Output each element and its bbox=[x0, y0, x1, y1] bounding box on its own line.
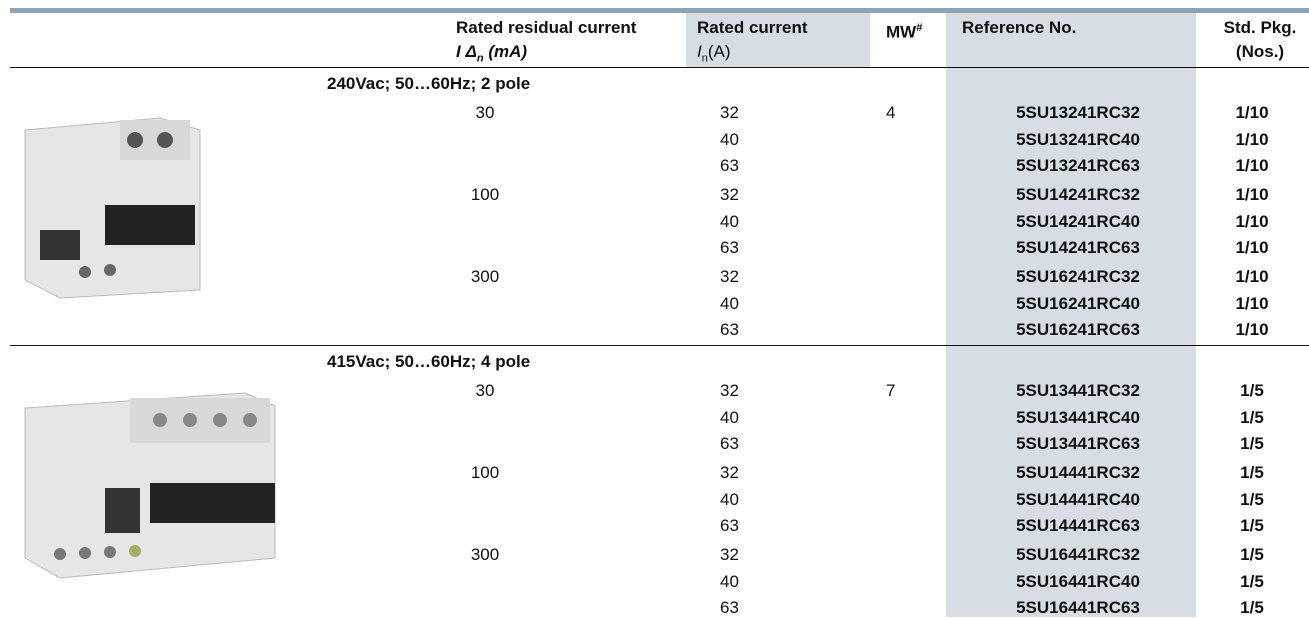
current-value: 63 bbox=[720, 320, 739, 340]
reference-no: 5SU13441RC32 bbox=[1016, 381, 1140, 401]
pkg-value: 1/10 bbox=[1235, 320, 1268, 340]
reference-no: 5SU13441RC40 bbox=[1016, 408, 1140, 428]
current-value: 40 bbox=[720, 130, 739, 150]
pkg-value: 1/10 bbox=[1235, 294, 1268, 314]
pkg-value: 1/5 bbox=[1240, 516, 1264, 536]
reference-no: 5SU13241RC40 bbox=[1016, 130, 1140, 150]
reference-no: 5SU14441RC63 bbox=[1016, 516, 1140, 536]
current-value: 63 bbox=[720, 598, 739, 618]
current-value: 40 bbox=[720, 490, 739, 510]
pkg-value: 1/5 bbox=[1240, 598, 1264, 618]
header-residual-unit: I Δn (mA) bbox=[456, 42, 527, 68]
pkg-value: 1/10 bbox=[1235, 156, 1268, 176]
reference-no: 5SU16441RC63 bbox=[1016, 598, 1140, 618]
current-value: 40 bbox=[720, 572, 739, 592]
header-reference: Reference No. bbox=[962, 18, 1076, 38]
residual-value: 300 bbox=[471, 545, 499, 565]
pkg-value: 1/10 bbox=[1235, 267, 1268, 287]
pkg-value: 1/5 bbox=[1240, 490, 1264, 510]
current-value: 32 bbox=[720, 381, 739, 401]
header-residual: Rated residual current bbox=[456, 18, 636, 38]
header-pkg-unit: (Nos.) bbox=[1236, 42, 1284, 62]
current-value: 32 bbox=[720, 267, 739, 287]
current-value: 63 bbox=[720, 516, 739, 536]
product-image-4-pole bbox=[20, 378, 280, 593]
mw-value: 7 bbox=[886, 381, 895, 401]
reference-no: 5SU16441RC40 bbox=[1016, 572, 1140, 592]
pkg-value: 1/5 bbox=[1240, 434, 1264, 454]
reference-no: 5SU14441RC40 bbox=[1016, 490, 1140, 510]
reference-no: 5SU13441RC63 bbox=[1016, 434, 1140, 454]
section-title: 240Vac; 50…60Hz; 2 pole bbox=[327, 74, 530, 94]
reference-no: 5SU14441RC32 bbox=[1016, 463, 1140, 483]
pkg-value: 1/5 bbox=[1240, 381, 1264, 401]
reference-no: 5SU16441RC32 bbox=[1016, 545, 1140, 565]
header-current-unit: In(A) bbox=[697, 42, 731, 68]
pkg-value: 1/10 bbox=[1235, 130, 1268, 150]
residual-value: 100 bbox=[471, 463, 499, 483]
residual-value: 30 bbox=[476, 381, 495, 401]
reference-no: 5SU14241RC40 bbox=[1016, 212, 1140, 232]
reference-no: 5SU16241RC32 bbox=[1016, 267, 1140, 287]
pkg-value: 1/10 bbox=[1235, 103, 1268, 123]
current-value: 63 bbox=[720, 238, 739, 258]
reference-no: 5SU14241RC63 bbox=[1016, 238, 1140, 258]
reference-no: 5SU13241RC63 bbox=[1016, 156, 1140, 176]
reference-no: 5SU16241RC40 bbox=[1016, 294, 1140, 314]
pkg-value: 1/5 bbox=[1240, 545, 1264, 565]
pkg-value: 1/10 bbox=[1235, 238, 1268, 258]
current-value: 40 bbox=[720, 408, 739, 428]
header-mw: MW# bbox=[886, 18, 922, 43]
pkg-value: 1/5 bbox=[1240, 463, 1264, 483]
residual-value: 30 bbox=[476, 103, 495, 123]
reference-no: 5SU13241RC32 bbox=[1016, 103, 1140, 123]
current-value: 32 bbox=[720, 103, 739, 123]
header-current: Rated current bbox=[697, 18, 808, 38]
current-value: 32 bbox=[720, 185, 739, 205]
pkg-value: 1/5 bbox=[1240, 408, 1264, 428]
current-value: 40 bbox=[720, 212, 739, 232]
current-value: 40 bbox=[720, 294, 739, 314]
rule bbox=[10, 345, 1309, 346]
current-value: 63 bbox=[720, 434, 739, 454]
product-image-2-pole bbox=[20, 100, 205, 305]
current-value: 32 bbox=[720, 463, 739, 483]
residual-value: 100 bbox=[471, 185, 499, 205]
page: Rated residual current I Δn (mA) Rated c… bbox=[0, 0, 1309, 617]
reference-no: 5SU16241RC63 bbox=[1016, 320, 1140, 340]
pkg-value: 1/10 bbox=[1235, 185, 1268, 205]
reference-no: 5SU14241RC32 bbox=[1016, 185, 1140, 205]
header-pkg: Std. Pkg. bbox=[1224, 18, 1297, 38]
mw-value: 4 bbox=[886, 103, 895, 123]
current-value: 32 bbox=[720, 545, 739, 565]
pkg-value: 1/10 bbox=[1235, 212, 1268, 232]
current-value: 63 bbox=[720, 156, 739, 176]
pkg-value: 1/5 bbox=[1240, 572, 1264, 592]
residual-value: 300 bbox=[471, 267, 499, 287]
section-title: 415Vac; 50…60Hz; 4 pole bbox=[327, 352, 530, 372]
rule bbox=[10, 67, 1309, 68]
